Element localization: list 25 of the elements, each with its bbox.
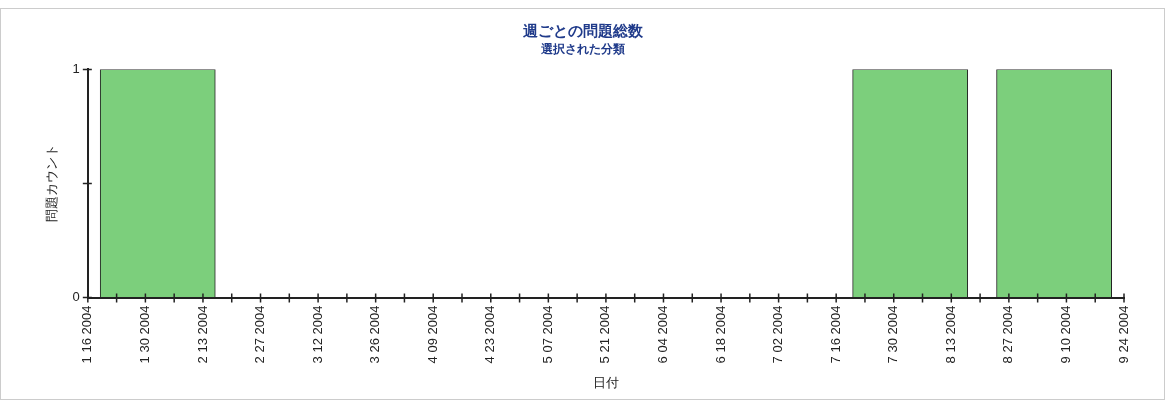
x-tick-label: 4 23 2004 — [482, 305, 498, 364]
x-tick-label: 1 30 2004 — [136, 305, 152, 364]
y-tick-label: 1 — [72, 60, 80, 76]
x-tick-label: 5 21 2004 — [597, 305, 613, 364]
x-tick-label: 7 16 2004 — [827, 305, 843, 364]
x-tick-label: 6 18 2004 — [712, 305, 728, 364]
x-tick-label: 2 13 2004 — [194, 305, 210, 364]
x-tick-label: 7 02 2004 — [770, 305, 786, 364]
x-tick-label: 8 13 2004 — [942, 305, 958, 364]
y-tick-label: 0 — [72, 289, 80, 305]
x-tick-label: 7 30 2004 — [885, 305, 901, 364]
x-tick-label: 3 12 2004 — [309, 305, 325, 364]
x-tick-label: 6 04 2004 — [655, 305, 671, 364]
x-tick-label: 2 27 2004 — [252, 305, 268, 364]
x-axis-title: 日付 — [592, 374, 619, 390]
x-tick-label: 9 24 2004 — [1115, 305, 1131, 364]
chart-subtitle: 選択された分類 — [539, 42, 625, 57]
x-tick-label: 3 26 2004 — [367, 305, 383, 364]
x-tick-label: 8 27 2004 — [1000, 305, 1016, 364]
chart-title: 週ごとの問題総数 — [521, 21, 644, 40]
y-axis-title: 問題カウント — [44, 144, 60, 223]
x-tick-label: 9 10 2004 — [1058, 305, 1074, 364]
x-tick-label: 5 07 2004 — [539, 305, 555, 364]
x-tick-label: 4 09 2004 — [424, 305, 440, 364]
x-tick-label: 1 16 2004 — [79, 305, 95, 364]
